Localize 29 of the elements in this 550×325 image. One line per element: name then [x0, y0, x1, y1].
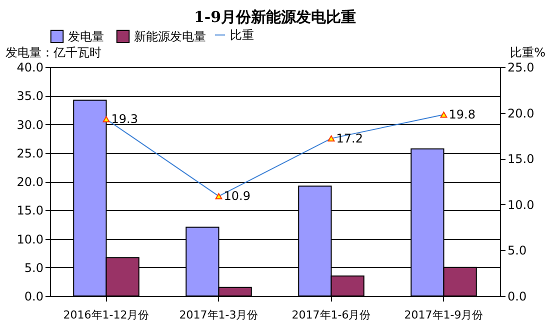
y2-tick-label: 5.0	[508, 244, 527, 258]
y-tick-label: 0.0	[24, 290, 44, 304]
data-label: 10.9	[224, 189, 250, 204]
x-tick-label: 2016年1-12月份	[63, 308, 150, 322]
y-tick-label: 15.0	[16, 204, 44, 218]
y-tick-label: 5.0	[24, 260, 44, 275]
y2-tick-label: 0.0	[508, 290, 527, 304]
y-tick-label: 20.0	[16, 175, 44, 189]
x-tick-label: 2017年1-3月份	[179, 308, 258, 322]
legend-label: 发电量	[68, 29, 104, 44]
y2-axis-title: 比重%	[510, 46, 546, 60]
data-label: 19.8	[448, 108, 476, 122]
x-tick-label: 2017年1-9月份	[404, 308, 484, 322]
y2-tick-label: 15.0	[508, 152, 534, 166]
y2-tick-label: 20.0	[508, 106, 534, 120]
y2-tick-label: 25.0	[508, 60, 534, 74]
y-tick-label: 10.0	[16, 232, 44, 246]
y-axis-title: 发电量：亿千瓦时	[6, 46, 102, 60]
legend-label: 比重	[230, 28, 254, 42]
y2-tick-label: 10.0	[508, 198, 534, 212]
x-tick-label: 2017年1-6月份	[292, 308, 371, 322]
y-tick-label: 25.0	[16, 146, 44, 160]
y-tick-label: 35.0	[16, 89, 44, 104]
data-label: 19.3	[111, 112, 138, 126]
y-tick-label: 30.0	[16, 118, 44, 132]
legend-label: 新能源发电量	[134, 29, 206, 44]
y-tick-label: 40.0	[16, 60, 44, 74]
data-label: 17.2	[336, 131, 363, 146]
chart-title: 1-9月份新能源发电比重	[194, 8, 356, 26]
